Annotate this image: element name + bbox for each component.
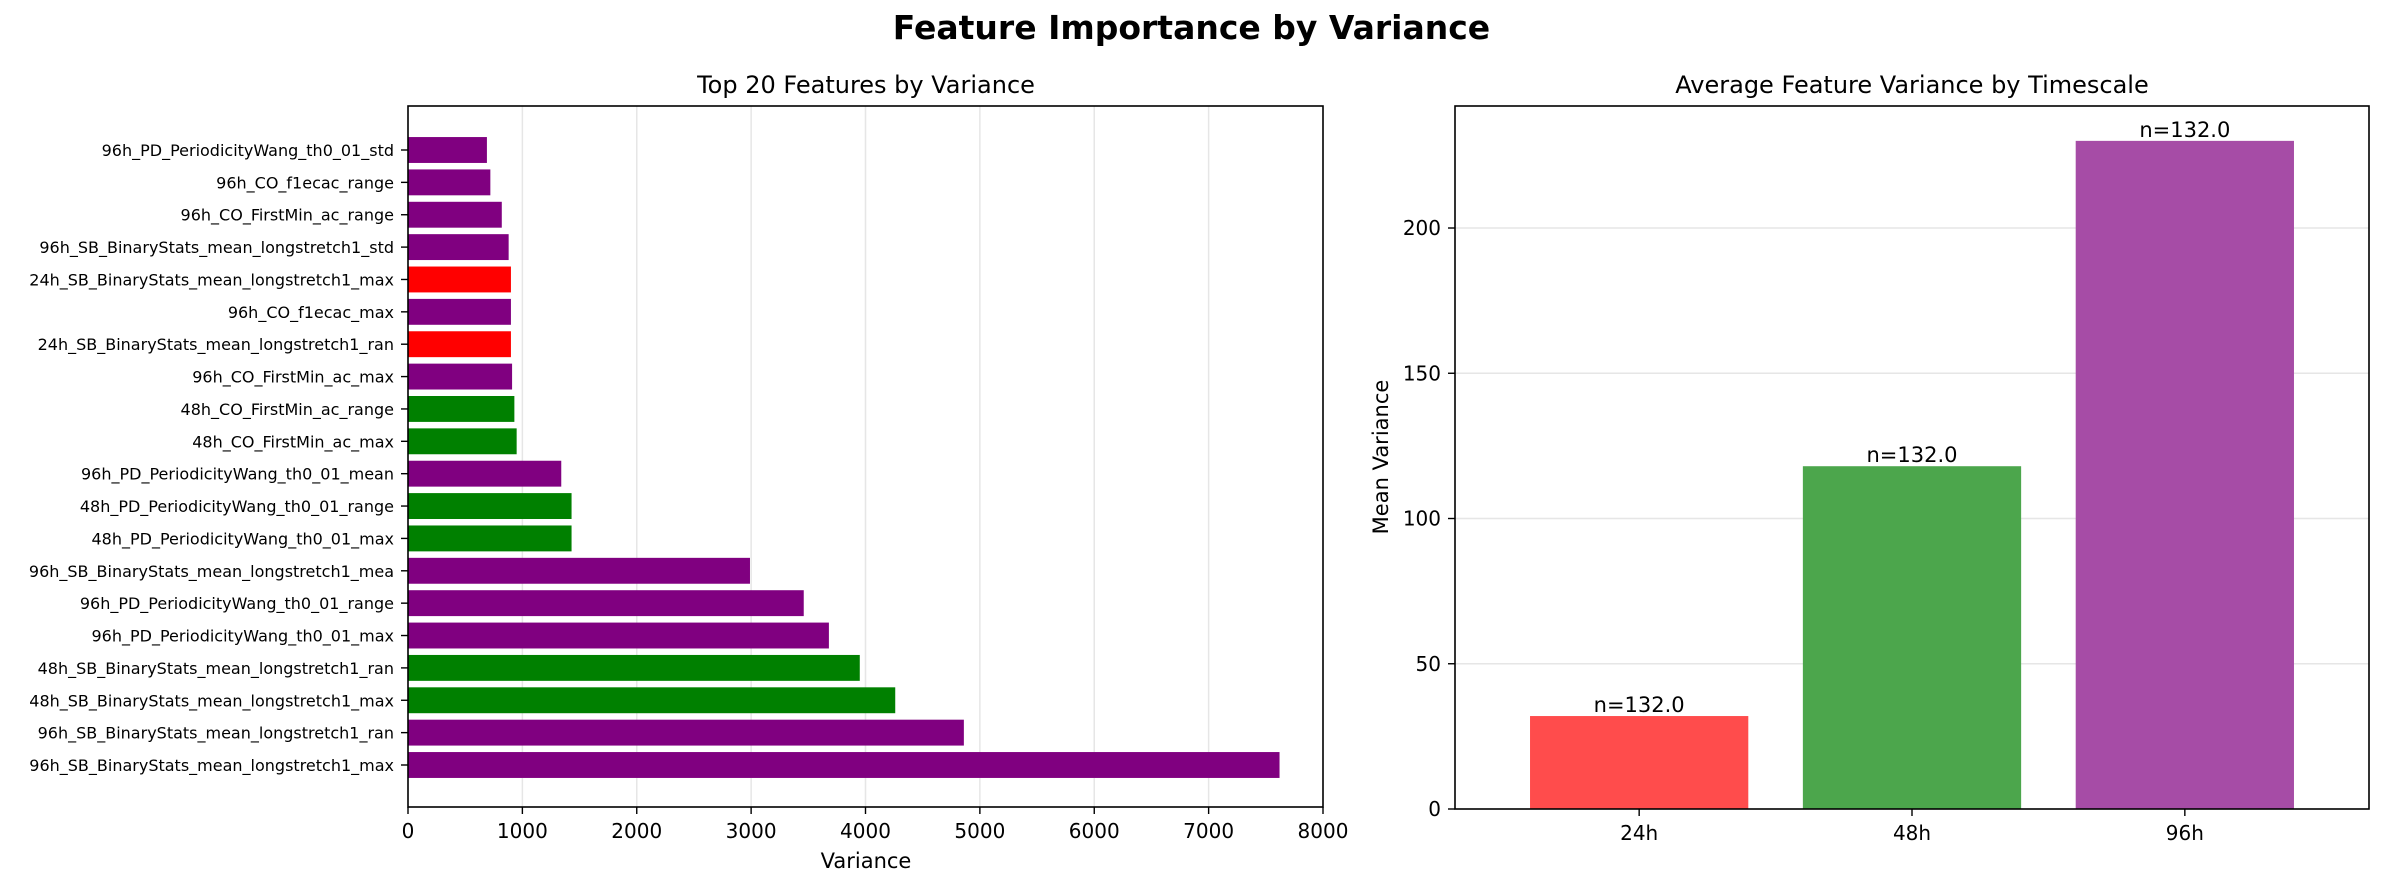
left-y-tick-label: 96h_SB_BinaryStats_mean_longstretch1_mea — [29, 562, 394, 582]
left-x-tick-label: 3000 — [726, 819, 777, 843]
right-bar-data-label: n=132.0 — [1594, 693, 1685, 717]
left-bar — [408, 525, 572, 552]
right-bar-data-label: n=132.0 — [1866, 443, 1957, 467]
right-y-tick-label: 100 — [1403, 507, 1441, 531]
left-bar — [408, 396, 515, 422]
left-bar — [408, 331, 511, 358]
left-y-tick-label: 96h_CO_f1ecac_range — [216, 173, 394, 193]
left-bars — [408, 137, 1280, 778]
left-bar — [408, 266, 511, 293]
left-y-tick-label: 96h_CO_f1ecac_max — [228, 303, 394, 323]
left-bar — [408, 687, 896, 714]
left-bar — [408, 622, 829, 649]
left-bar — [408, 752, 1280, 778]
right-x-tick-label: 96h — [2166, 821, 2204, 845]
right-bar — [2075, 140, 2294, 809]
left-bar — [408, 719, 964, 746]
left-x-tick-label: 6000 — [1069, 819, 1120, 843]
left-bar — [408, 298, 511, 325]
left-x-tick-label: 2000 — [611, 819, 662, 843]
right-y-tick-label: 0 — [1428, 797, 1441, 821]
left-bar — [408, 557, 750, 584]
right-chart-title: Average Feature Variance by Timescale — [1675, 71, 2148, 99]
left-y-tick-label: 48h_PD_PeriodicityWang_th0_01_max — [92, 529, 395, 549]
right-x-ticks: 24h 48h 96h — [1620, 809, 2204, 845]
left-y-ticks: 96h_SB_BinaryStats_mean_longstretch1_max… — [29, 141, 408, 776]
left-y-tick-label: 48h_SB_BinaryStats_mean_longstretch1_max — [29, 691, 394, 711]
left-bar — [408, 169, 491, 196]
left-bar — [408, 137, 487, 163]
left-y-tick-label: 48h_CO_FirstMin_ac_range — [181, 400, 394, 420]
left-chart-title: Top 20 Features by Variance — [696, 71, 1035, 99]
left-x-ticks: 0 1000 2000 3000 4000 5000 6000 7000 8000 — [402, 807, 1349, 843]
right-y-tick-label: 50 — [1416, 652, 1441, 676]
left-bar — [408, 493, 572, 519]
left-y-tick-label: 24h_SB_BinaryStats_mean_longstretch1_ran — [38, 335, 394, 355]
right-bars — [1530, 140, 2294, 809]
right-y-axis-label: Mean Variance — [1369, 380, 1393, 535]
left-y-tick-label: 48h_PD_PeriodicityWang_th0_01_range — [80, 497, 394, 517]
left-y-tick-label: 96h_SB_BinaryStats_mean_longstretch1_std — [39, 238, 394, 258]
left-gridlines — [521, 106, 1210, 807]
left-bar — [408, 654, 860, 681]
right-x-tick-label: 24h — [1620, 821, 1658, 845]
left-y-tick-label: 96h_PD_PeriodicityWang_th0_01_range — [80, 594, 394, 614]
right-x-tick-label: 48h — [1893, 821, 1931, 845]
left-y-tick-label: 96h_CO_FirstMin_ac_range — [181, 206, 394, 226]
left-y-tick-label: 96h_PD_PeriodicityWang_th0_01_std — [102, 141, 394, 161]
figure-title: Feature Importance by Variance — [892, 8, 1491, 47]
left-y-tick-label: 96h_SB_BinaryStats_mean_longstretch1_ran — [38, 724, 394, 744]
right-y-tick-label: 150 — [1403, 361, 1441, 385]
left-y-tick-label: 48h_CO_FirstMin_ac_max — [192, 432, 394, 452]
left-x-tick-label: 7000 — [1183, 819, 1234, 843]
left-x-tick-label: 8000 — [1298, 819, 1349, 843]
right-y-ticks: 0 50 100 150 200 — [1403, 216, 1455, 821]
right-bar — [1802, 466, 2022, 809]
right-bar — [1530, 716, 1749, 809]
left-bar — [408, 201, 502, 228]
left-x-tick-label: 4000 — [840, 819, 891, 843]
left-x-tick-label: 5000 — [954, 819, 1005, 843]
left-bar — [408, 428, 517, 455]
left-y-tick-label: 96h_SB_BinaryStats_mean_longstretch1_max — [29, 756, 394, 776]
left-bar — [408, 460, 562, 487]
left-y-tick-label: 24h_SB_BinaryStats_mean_longstretch1_max — [29, 270, 394, 290]
left-y-tick-label: 48h_SB_BinaryStats_mean_longstretch1_ran — [38, 659, 394, 679]
left-bar — [408, 234, 509, 261]
left-panel: Top 20 Features by Variance 0 1000 2000 300… — [29, 71, 1349, 873]
left-y-tick-label: 96h_PD_PeriodicityWang_th0_01_mean — [81, 465, 394, 485]
right-panel: Average Feature Variance by Timescale n=… — [1369, 71, 2370, 845]
right-y-tick-label: 200 — [1403, 216, 1441, 240]
right-data-labels: n=132.0 n=132.0 n=132.0 — [1594, 118, 2231, 717]
left-y-tick-label: 96h_CO_FirstMin_ac_max — [192, 368, 394, 388]
left-bar — [408, 363, 513, 390]
left-x-tick-label: 0 — [402, 819, 415, 843]
left-y-tick-label: 96h_PD_PeriodicityWang_th0_01_max — [92, 627, 395, 647]
left-x-axis-label: Variance — [821, 849, 912, 873]
left-x-tick-label: 1000 — [497, 819, 548, 843]
right-bar-data-label: n=132.0 — [2139, 118, 2230, 142]
left-bar — [408, 590, 804, 617]
